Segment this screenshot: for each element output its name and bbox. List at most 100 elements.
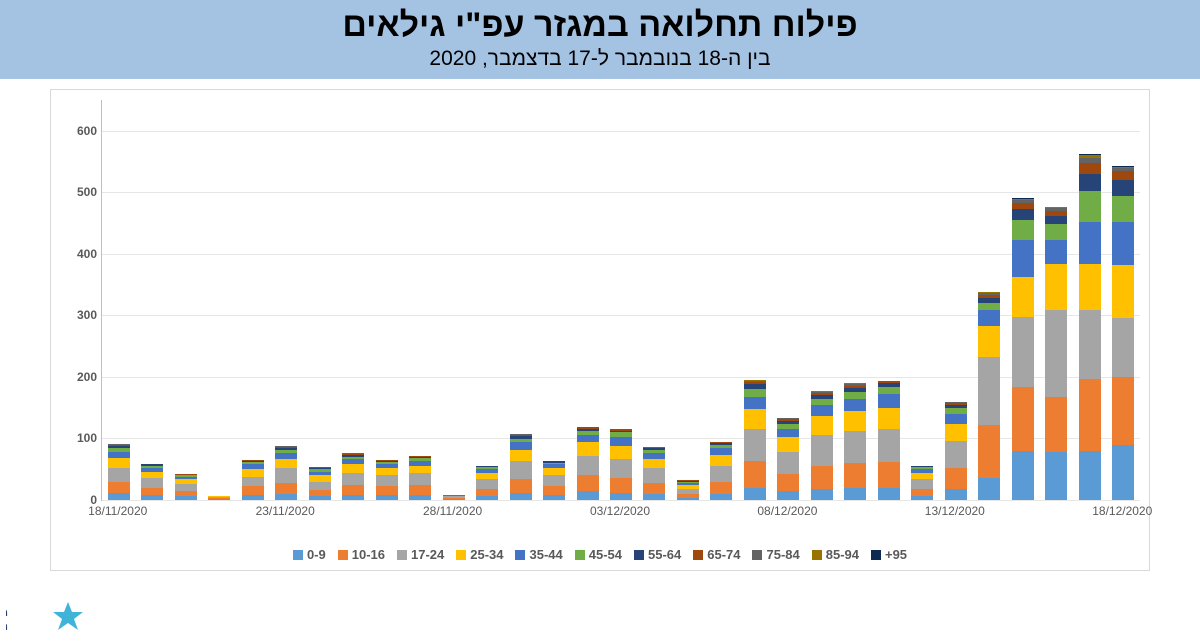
- y-axis-tick: 600: [59, 124, 97, 138]
- bar-segment: [844, 392, 866, 399]
- bar-segment: [342, 464, 364, 473]
- bar-segment: [710, 482, 732, 494]
- bar-segment: [978, 478, 1000, 500]
- logo-text-1: משרד: [6, 607, 8, 619]
- bar-column: [342, 453, 364, 500]
- ministry-logo: משרד הבריאות: [6, 598, 94, 638]
- bar-segment: [208, 499, 230, 500]
- bar-segment: [777, 437, 799, 452]
- bar-segment: [309, 482, 331, 491]
- legend-label: 25-34: [470, 547, 503, 562]
- legend-item: 0-9: [293, 547, 326, 562]
- bar-segment: [811, 405, 833, 416]
- legend-item: 55-64: [634, 547, 681, 562]
- bar-segment: [577, 456, 599, 476]
- bar-segment: [275, 494, 297, 500]
- legend-item: 65-74: [693, 547, 740, 562]
- bar-segment: [1112, 196, 1134, 222]
- bar-segment: [811, 416, 833, 434]
- bar-segment: [945, 441, 967, 468]
- bar-segment: [777, 474, 799, 491]
- bar-segment: [610, 437, 632, 446]
- bar-segment: [409, 466, 431, 473]
- bar-segment: [108, 468, 130, 482]
- x-axis-tick: 18/12/2020: [1092, 504, 1152, 518]
- bar-segment: [777, 491, 799, 500]
- bar-segment: [1012, 240, 1034, 277]
- bar-column: [978, 292, 1000, 500]
- bar-segment: [911, 479, 933, 489]
- legend-label: 85-94: [826, 547, 859, 562]
- bar-segment: [844, 411, 866, 431]
- bar-segment: [777, 452, 799, 474]
- legend-swatch: [752, 550, 762, 560]
- legend-label: 45-54: [589, 547, 622, 562]
- bar-column: [409, 456, 431, 500]
- bar-segment: [577, 435, 599, 442]
- bar-column: [1079, 154, 1101, 500]
- gridline: [102, 131, 1140, 132]
- bar-column: [1012, 198, 1034, 500]
- gridline: [102, 500, 1140, 501]
- bar-column: [945, 402, 967, 500]
- bar-segment: [844, 431, 866, 463]
- bar-segment: [543, 495, 565, 500]
- bar-segment: [978, 357, 1000, 425]
- bar-column: [543, 461, 565, 500]
- legend-item: 75-84: [752, 547, 799, 562]
- bar-segment: [1012, 387, 1034, 451]
- legend-swatch: [515, 550, 525, 560]
- bar-segment: [744, 461, 766, 488]
- bar-segment: [577, 475, 599, 491]
- bar-segment: [242, 495, 264, 500]
- bar-segment: [811, 435, 833, 466]
- bar-segment: [945, 468, 967, 489]
- bar-segment: [342, 485, 364, 495]
- page-subtitle: בין ה-18 בנובמבר ל-17 בדצמבר, 2020: [0, 47, 1200, 71]
- bar-segment: [1079, 310, 1101, 379]
- bar-segment: [275, 459, 297, 468]
- bar-segment: [978, 326, 1000, 357]
- y-axis-tick: 300: [59, 308, 97, 322]
- x-axis-tick: 28/11/2020: [423, 504, 482, 518]
- bar-segment: [677, 498, 699, 500]
- bar-segment: [1045, 452, 1067, 500]
- bar-segment: [844, 488, 866, 500]
- bar-segment: [141, 478, 163, 488]
- bar-segment: [409, 485, 431, 495]
- bar-segment: [376, 486, 398, 495]
- bar-segment: [376, 495, 398, 500]
- bar-segment: [878, 408, 900, 429]
- legend-label: 35-44: [529, 547, 562, 562]
- bar-segment: [911, 496, 933, 500]
- y-axis-tick: 400: [59, 247, 97, 261]
- legend-item: +95: [871, 547, 907, 562]
- gridline: [102, 254, 1140, 255]
- bar-column: [443, 495, 465, 500]
- bar-column: [844, 383, 866, 500]
- bar-segment: [844, 399, 866, 411]
- bar-segment: [878, 462, 900, 488]
- bar-segment: [543, 475, 565, 486]
- x-axis-tick: 03/12/2020: [590, 504, 650, 518]
- bar-column: [677, 480, 699, 500]
- legend-label: 65-74: [707, 547, 740, 562]
- bar-segment: [878, 394, 900, 408]
- bar-segment: [811, 489, 833, 500]
- bar-segment: [978, 303, 1000, 310]
- bar-segment: [744, 429, 766, 461]
- bar-segment: [510, 461, 532, 479]
- bar-segment: [978, 310, 1000, 326]
- legend-label: 17-24: [411, 547, 444, 562]
- bar-column: [878, 381, 900, 500]
- bar-segment: [744, 409, 766, 429]
- bar-segment: [643, 483, 665, 494]
- bar-column: [208, 496, 230, 500]
- bar-segment: [543, 468, 565, 475]
- bar-segment: [108, 493, 130, 500]
- bar-segment: [878, 429, 900, 462]
- bar-segment: [1079, 264, 1101, 311]
- bar-segment: [945, 489, 967, 500]
- bar-segment: [1045, 240, 1067, 263]
- bar-column: [1112, 166, 1134, 500]
